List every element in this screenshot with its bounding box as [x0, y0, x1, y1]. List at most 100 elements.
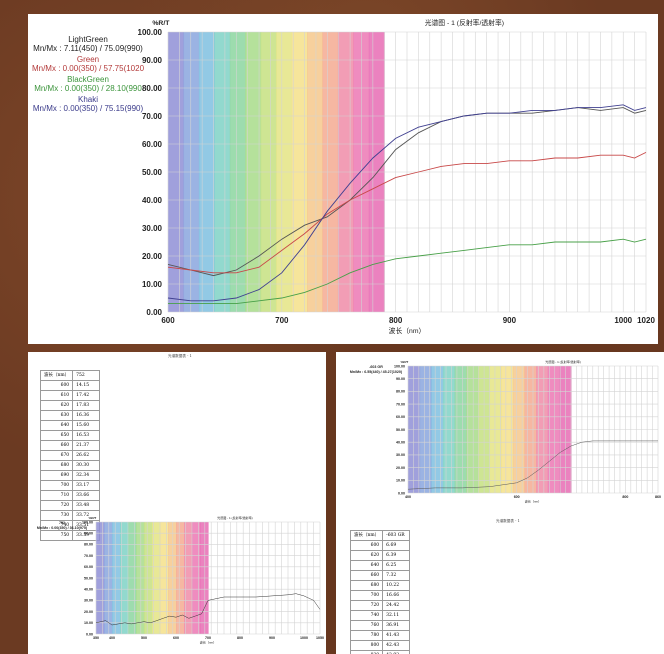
legend-series-stat: Mn/Mx : 0.00(350) / 36.10(975) [37, 526, 88, 530]
table-row: 680 10.22 [349, 580, 411, 591]
y-tick-label: 30.00 [396, 453, 405, 457]
bottom-left-panel: 光谱数据表 - 1 波长（nm） 752 600 14.15 610 17.42 620 17… [28, 352, 326, 654]
small-spectrum-chart: 0.00 10.00 20.00 30.00 40.00 50.00 60.00 70.00 8… [37, 515, 324, 645]
value-cell: 752 [72, 370, 101, 381]
table-row: 630 16.36 [39, 410, 101, 421]
legend-series-name: LightGreen [68, 35, 108, 44]
x-tick-label: 860 [655, 495, 661, 499]
value-cell: 33.17 [72, 480, 101, 491]
x-tick-label: 800 [389, 316, 403, 325]
y-tick-label: 70.00 [396, 402, 405, 406]
x-tick-label: 600 [173, 636, 179, 640]
bottom-right-panel: 0.00 10.00 20.00 30.00 40.00 50.00 60.00 70.00 8… [336, 352, 664, 654]
x-tick-label: 1000 [300, 636, 308, 640]
series-line [167, 151, 647, 274]
y-tick-label: 10.00 [142, 280, 163, 289]
main-spectrum-chart: 0.00 10.00 20.00 30.00 40.00 50.00 60.00 70.00 8… [32, 18, 655, 335]
y-axis-label: %R/T [152, 20, 170, 27]
x-tick-label: 700 [205, 636, 211, 640]
wavelength-cell: 710 [39, 490, 74, 501]
value-cell: 32.11 [382, 610, 411, 621]
table-header-row: 波长（nm） 752 [39, 370, 101, 381]
wavelength-cell: 740 [349, 610, 384, 621]
y-axis-label: %R/T [401, 360, 409, 364]
value-cell: 6.39 [382, 550, 411, 561]
y-tick-label: 50.00 [84, 576, 93, 580]
value-cell: 36.91 [382, 620, 411, 631]
y-tick-label: 40.00 [396, 440, 405, 444]
series-line [95, 593, 321, 626]
x-tick-label: 600 [161, 316, 175, 325]
value-cell: 16.36 [72, 410, 101, 421]
table-row: 680 30.30 [39, 460, 101, 471]
value-cell: 26.62 [72, 450, 101, 461]
legend-series-name: -603 GR [369, 365, 383, 369]
x-tick-label: 800 [237, 636, 243, 640]
wavelength-cell: 640 [349, 560, 384, 571]
y-tick-label: 20.00 [142, 252, 163, 261]
wavelength-cell: 640 [39, 420, 74, 431]
legend-series-stat: Mn/Mx : 0.00(350) / 57.75(1020 [32, 64, 145, 73]
table-row: 82042.92 [349, 650, 411, 654]
wavelength-cell: 680 [39, 460, 74, 471]
wavelength-cell: 620 [349, 550, 384, 561]
table-row: 600 6.69 [349, 540, 411, 551]
table-row: 670 26.62 [39, 450, 101, 461]
y-tick-label: 10.00 [84, 621, 93, 625]
x-tick-label: 400 [109, 636, 115, 640]
value-cell: 17.83 [72, 400, 101, 411]
y-axis-label: %R/T [89, 516, 97, 520]
y-tick-label: 40.00 [142, 196, 163, 205]
legend-series-name: BlackGreen [67, 75, 109, 84]
y-tick-label: 0.00 [86, 632, 93, 636]
table-row: 780 41.43 [349, 630, 411, 641]
table-header-row: 波长（nm） -603 GR [349, 530, 411, 541]
y-tick-label: 100.00 [394, 364, 405, 368]
wavelength-cell: 720 [349, 600, 384, 611]
wavelength-cell: 650 [39, 430, 74, 441]
small-spectrum-chart: 0.00 10.00 20.00 30.00 40.00 50.00 60.00 70.00 8… [350, 359, 661, 504]
y-tick-label: 90.00 [84, 531, 93, 535]
y-tick-label: 30.00 [142, 224, 163, 233]
wavelength-cell: 780 [349, 630, 384, 641]
table-row: 600 14.15 [39, 380, 101, 391]
value-cell: 33.66 [72, 490, 101, 501]
y-tick-label: 60.00 [84, 565, 93, 569]
series-line [167, 104, 647, 302]
x-axis-label: 波长（nm） [200, 639, 216, 644]
wavelength-cell: 660 [349, 570, 384, 581]
y-tick-label: 70.00 [142, 112, 163, 121]
wavelength-cell: 700 [39, 480, 74, 491]
y-tick-label: 90.00 [396, 377, 405, 381]
y-tick-label: 90.00 [142, 56, 163, 65]
y-tick-label: 0.00 [398, 491, 405, 495]
wavelength-cell: 760 [349, 620, 384, 631]
y-tick-label: 20.00 [396, 466, 405, 470]
value-cell: 15.60 [72, 420, 101, 431]
value-cell: 14.15 [72, 380, 101, 391]
table-caption: 光谱数据表 - 1 [168, 354, 192, 358]
table-row: 650 16.53 [39, 430, 101, 441]
value-cell: 32.34 [72, 470, 101, 481]
y-tick-label: 40.00 [84, 587, 93, 591]
table-row: 710 33.66 [39, 490, 101, 501]
wavelength-cell: 波长（nm） [349, 530, 384, 541]
table-caption: 光谱数据表 - 1 [496, 519, 520, 523]
table-row: 740 32.11 [349, 610, 411, 621]
table-row: 620 6.39 [349, 550, 411, 561]
table-row: 610 17.42 [39, 390, 101, 401]
wavelength-cell: 800 [349, 640, 384, 651]
table-row: 700 33.17 [39, 480, 101, 491]
chart-title: 光谱图 - 1 (反射率/透射率) [425, 18, 504, 27]
x-tick-label: 600 [514, 495, 520, 499]
wavelength-cell: 820 [349, 650, 384, 654]
value-cell: -603 GR [382, 530, 411, 541]
table-row: 660 21.37 [39, 440, 101, 451]
wavelength-cell: 波长（nm） [39, 370, 74, 381]
wavelength-cell: 600 [39, 380, 74, 391]
series-line [407, 440, 658, 490]
value-cell: 16.66 [382, 590, 411, 601]
spectrum-data-table: 波长（nm） 752 600 14.15 610 17.42 620 17.83 630 16.3… [39, 370, 101, 541]
value-cell: 6.25 [382, 560, 411, 571]
legend-series-stat: Mn/Mx : 6.55(440) / 45.27(1020) [350, 370, 403, 374]
